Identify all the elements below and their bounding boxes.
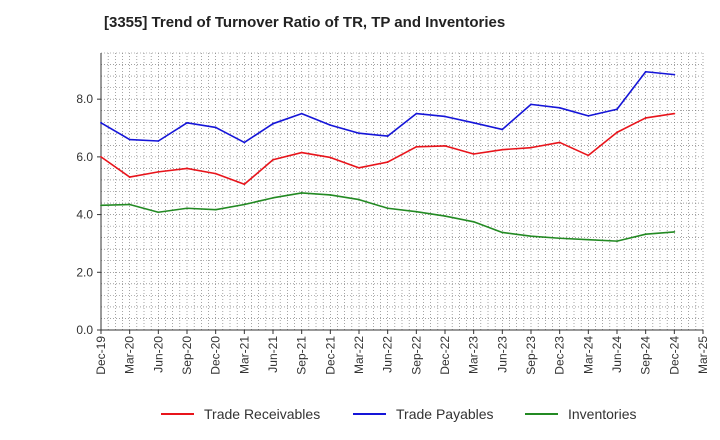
data-point-trade-receivables: [673, 112, 676, 115]
x-tick-label: Dec-20: [209, 336, 223, 375]
data-point-trade-payables: [587, 115, 590, 117]
data-point-inventories: [644, 233, 647, 236]
data-point-inventories: [530, 235, 532, 238]
x-tick-label: Jun-20: [151, 336, 165, 373]
data-point-trade-payables: [386, 135, 389, 138]
data-point-inventories: [616, 240, 618, 243]
data-point-trade-payables: [358, 132, 360, 135]
data-point-trade-payables: [272, 122, 274, 125]
x-tick-label: Mar-24: [581, 336, 595, 374]
x-tick-label: Sep-24: [639, 336, 653, 375]
data-point-trade-receivables: [329, 156, 332, 159]
x-tick-label: Sep-23: [524, 336, 538, 375]
data-point-inventories: [157, 211, 160, 214]
data-point-inventories: [300, 192, 303, 194]
data-point-trade-payables: [616, 108, 618, 111]
y-tick-label: 0.0: [76, 323, 93, 337]
x-tick-label: Jun-24: [610, 336, 624, 373]
x-tick-label: Mar-25: [696, 336, 710, 374]
data-point-inventories: [243, 203, 246, 206]
x-tick-label: Mar-21: [237, 336, 251, 374]
data-point-trade-payables: [243, 141, 246, 144]
data-point-trade-receivables: [616, 131, 618, 134]
data-point-trade-receivables: [587, 154, 590, 157]
x-tick-label: Dec-22: [438, 336, 452, 375]
y-tick-label: 6.0: [76, 150, 93, 164]
data-point-trade-payables: [644, 70, 647, 73]
data-point-trade-payables: [444, 115, 446, 118]
y-tick-label: 2.0: [76, 265, 93, 279]
data-point-inventories: [329, 194, 332, 196]
data-point-trade-receivables: [501, 148, 504, 151]
data-point-trade-receivables: [100, 155, 102, 158]
data-point-inventories: [272, 196, 274, 199]
x-tick-label: Sep-20: [180, 336, 194, 375]
legend-label-inventories: Inventories: [568, 406, 636, 422]
data-point-inventories: [558, 237, 561, 240]
data-point-trade-payables: [530, 103, 532, 106]
x-tick-label: Sep-21: [295, 336, 309, 375]
data-point-trade-receivables: [128, 176, 131, 178]
data-point-trade-receivables: [272, 158, 274, 161]
data-point-trade-payables: [329, 124, 332, 127]
x-tick-label: Mar-20: [123, 336, 137, 374]
data-point-inventories: [386, 207, 389, 210]
data-point-inventories: [673, 230, 676, 233]
data-point-trade-payables: [157, 140, 160, 142]
data-point-trade-receivables: [243, 183, 246, 186]
data-point-trade-receivables: [415, 145, 418, 148]
data-point-trade-receivables: [186, 167, 188, 170]
data-point-trade-payables: [472, 121, 475, 124]
data-point-inventories: [214, 208, 217, 211]
data-point-inventories: [587, 238, 590, 241]
data-point-trade-payables: [128, 138, 131, 141]
x-tick-label: Jun-23: [495, 336, 509, 373]
data-point-trade-receivables: [472, 153, 475, 155]
legend-label-trade-payables: Trade Payables: [396, 406, 494, 422]
data-point-inventories: [501, 231, 504, 234]
data-point-trade-receivables: [358, 166, 360, 169]
data-point-trade-receivables: [444, 145, 446, 147]
data-point-trade-payables: [300, 112, 303, 115]
data-point-trade-payables: [501, 128, 504, 131]
x-tick-label: Mar-23: [467, 336, 481, 374]
x-tick-label: Jun-22: [381, 336, 395, 373]
data-point-trade-receivables: [644, 117, 647, 119]
x-tick-label: Mar-22: [352, 336, 366, 374]
data-point-trade-receivables: [386, 161, 389, 163]
data-point-inventories: [415, 210, 418, 213]
x-tick-label: Jun-21: [266, 336, 280, 373]
data-point-trade-receivables: [214, 172, 217, 175]
x-tick-label: Sep-22: [409, 336, 423, 375]
y-tick-label: 4.0: [76, 208, 93, 222]
data-point-inventories: [128, 203, 131, 206]
data-point-inventories: [444, 215, 446, 217]
data-point-inventories: [186, 207, 188, 210]
data-point-trade-receivables: [300, 151, 303, 154]
x-tick-label: Dec-21: [323, 336, 337, 375]
data-point-trade-payables: [673, 73, 676, 76]
data-point-trade-payables: [558, 106, 561, 109]
data-point-trade-payables: [186, 121, 188, 124]
data-point-inventories: [472, 220, 475, 223]
x-tick-label: Dec-23: [553, 336, 567, 375]
x-tick-label: Dec-19: [94, 336, 108, 375]
data-point-inventories: [100, 204, 102, 207]
data-point-trade-payables: [415, 112, 418, 115]
data-point-trade-receivables: [157, 170, 160, 173]
data-point-inventories: [358, 198, 360, 201]
data-point-trade-receivables: [530, 146, 532, 149]
x-tick-label: Dec-24: [667, 336, 681, 375]
data-point-trade-receivables: [558, 141, 561, 144]
data-point-trade-payables: [214, 126, 217, 129]
data-point-trade-payables: [100, 121, 102, 124]
legend-label-trade-receivables: Trade Receivables: [204, 406, 320, 422]
chart-title: [3355] Trend of Turnover Ratio of TR, TP…: [104, 14, 506, 31]
y-tick-label: 8.0: [76, 92, 93, 106]
